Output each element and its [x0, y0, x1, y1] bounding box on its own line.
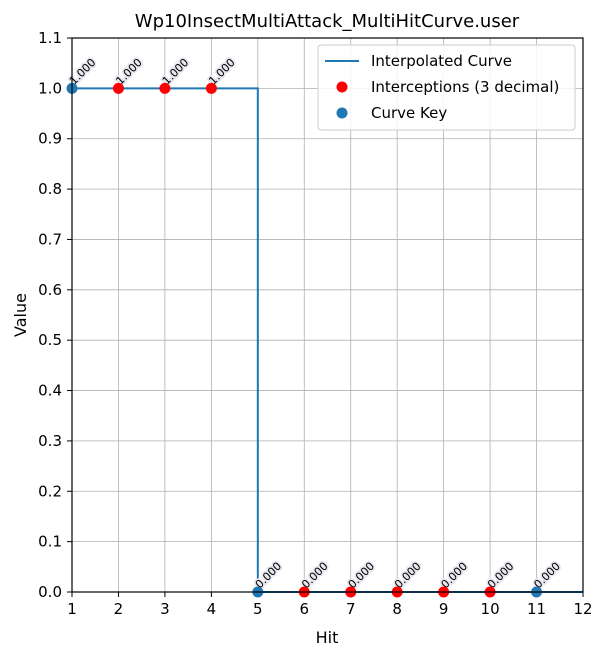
y-tick-label: 0.4 — [38, 382, 62, 400]
x-tick-label: 1 — [67, 600, 77, 618]
x-tick-label: 5 — [253, 600, 263, 618]
x-tick-label: 12 — [573, 600, 592, 618]
legend-box — [317, 44, 576, 131]
y-tick-label: 1.0 — [38, 79, 62, 97]
x-tick-label: 10 — [481, 600, 500, 618]
x-tick-label: 9 — [439, 600, 449, 618]
x-tick-label: 3 — [160, 600, 170, 618]
legend-label-interceptions: Interceptions (3 decimal) — [371, 78, 559, 96]
y-tick-label: 0.5 — [38, 331, 62, 349]
chart-title: Wp10InsectMultiAttack_MultiHitCurve.user — [135, 11, 520, 32]
y-tick-label: 0.6 — [38, 281, 62, 299]
y-axis-ticks: 0.0 0.1 0.2 0.3 0.4 0.5 0.6 0.7 0.8 0.9 1.0 1.1 — [38, 29, 72, 601]
legend-label-curve-key: Curve Key — [371, 104, 447, 122]
y-tick-label: 0.3 — [38, 432, 62, 450]
x-tick-label: 7 — [346, 600, 356, 618]
y-axis-title: Value — [11, 293, 30, 337]
y-tick-label: 1.1 — [38, 29, 62, 47]
x-tick-label: 8 — [392, 600, 402, 618]
x-tick-label: 2 — [114, 600, 124, 618]
interception-point — [112, 82, 124, 94]
y-tick-label: 0.1 — [38, 533, 62, 551]
x-axis-ticks: 1 2 3 4 5 6 7 8 9 10 11 12 — [67, 592, 593, 618]
x-tick-label: 6 — [299, 600, 309, 618]
legend-marker-curve-key — [336, 107, 348, 119]
interception-point — [205, 82, 217, 94]
interception-point — [159, 82, 171, 94]
legend-label-curve: Interpolated Curve — [371, 52, 512, 70]
y-tick-label: 0.2 — [38, 482, 62, 500]
legend: Interpolated Curve Interceptions (3 deci… — [317, 44, 576, 131]
y-tick-label: 0.8 — [38, 180, 62, 198]
x-tick-label: 11 — [527, 600, 546, 618]
x-tick-label: 4 — [207, 600, 217, 618]
y-tick-label: 0.0 — [38, 583, 62, 601]
x-axis-title: Hit — [316, 628, 339, 647]
y-tick-label: 0.9 — [38, 130, 62, 148]
plot-frame — [71, 37, 584, 593]
y-tick-label: 0.7 — [38, 230, 62, 248]
legend-marker-interceptions — [336, 81, 348, 93]
